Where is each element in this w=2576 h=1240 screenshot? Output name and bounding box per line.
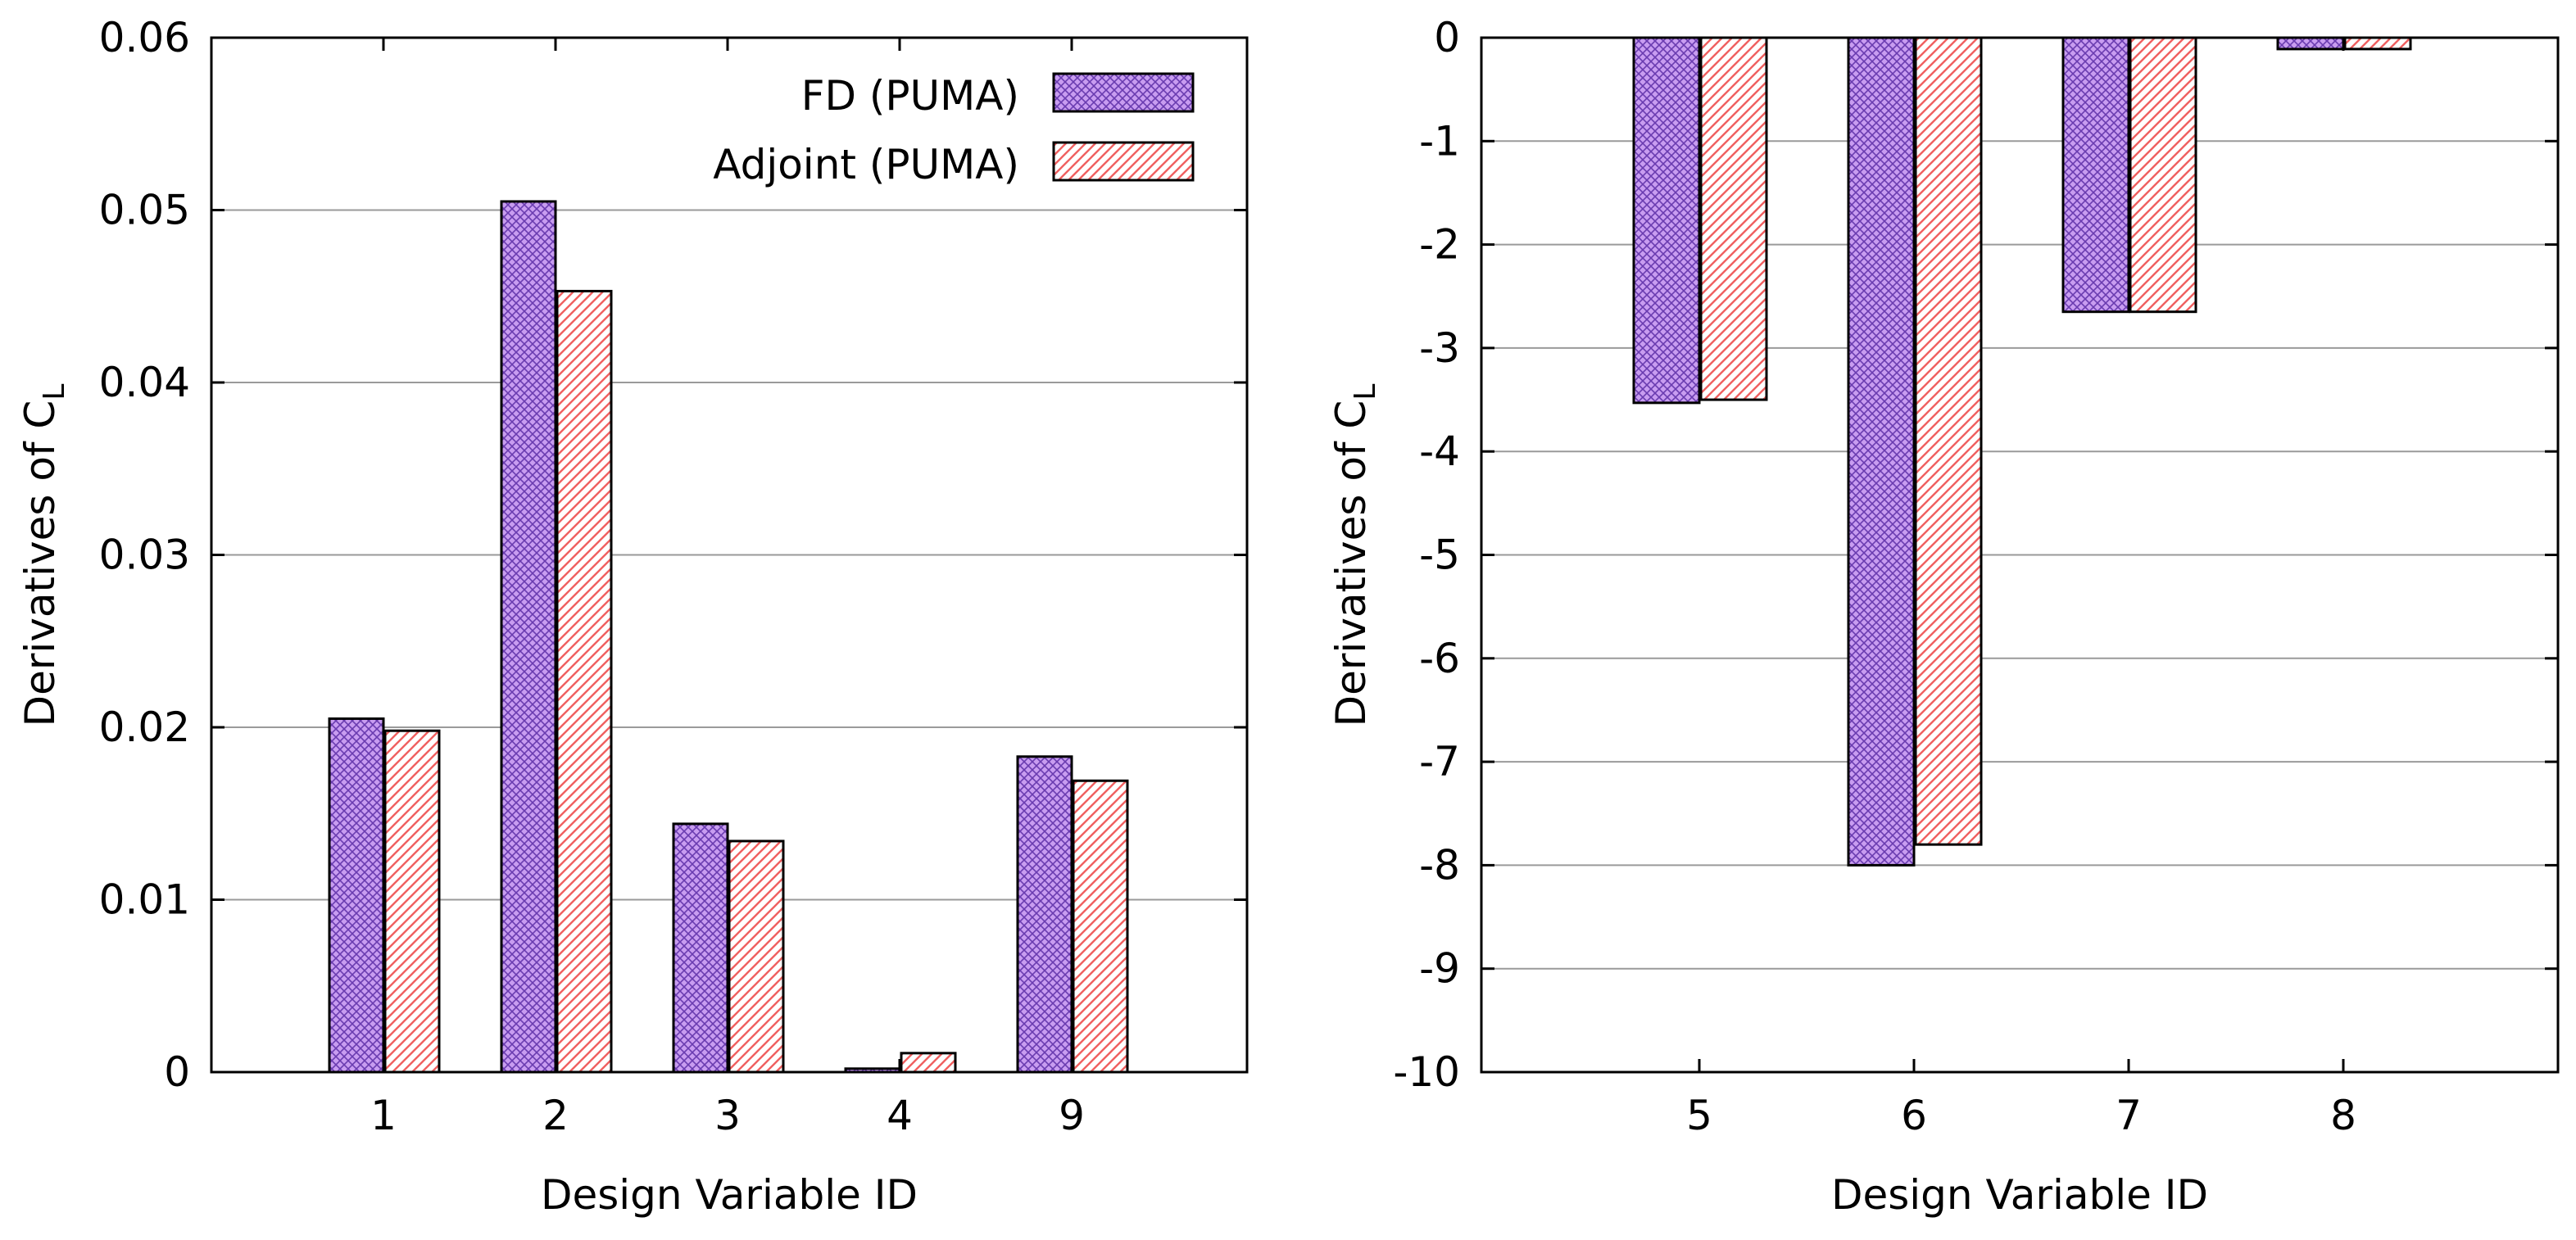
legend: FD (PUMA) Adjoint (PUMA) (713, 72, 1195, 188)
x-tick-label: 1 (370, 1092, 397, 1139)
bar-fd (672, 822, 729, 1074)
x-axis-title-left: Design Variable ID (541, 1171, 918, 1219)
y-axis-title-left: Derivatives of CL (16, 384, 71, 727)
y-tick-label: -2 (1419, 221, 1460, 269)
y-tick-label: -1 (1419, 117, 1460, 165)
y-axis-title-right: Derivatives of CL (1327, 384, 1382, 727)
y-tick-label: 0.02 (99, 704, 190, 751)
y-tick-label: 0.04 (99, 359, 190, 406)
x-tick-label: 7 (2116, 1092, 2142, 1139)
chart-right: 0 -1 -2 -3 -4 -5 -6 -7 -8 -9 -10 5 6 7 8 Design Variab… (1327, 14, 2560, 1219)
legend-label-adjoint: Adjoint (PUMA) (713, 141, 1019, 188)
y-tick-label: -4 (1419, 428, 1460, 475)
legend-swatch-fd (1052, 72, 1195, 113)
bar-fd (1847, 36, 1916, 867)
y-tick-label: -10 (1393, 1048, 1460, 1096)
bar-fd (1016, 755, 1073, 1074)
y-tick-label: 0.01 (99, 876, 190, 924)
y-tick-label: -9 (1419, 945, 1460, 993)
bar-fd (500, 200, 557, 1074)
bar-adjoint (728, 839, 785, 1074)
x-tick-label: 5 (1686, 1092, 1712, 1139)
bar-adjoint (383, 729, 441, 1074)
y-tick-label: -3 (1419, 324, 1460, 372)
bar-fd (2061, 36, 2130, 314)
y-tick-label: 0.06 (99, 14, 190, 61)
y-tick-label: -6 (1419, 635, 1460, 682)
x-tick-label: 9 (1059, 1092, 1085, 1139)
y-tick-label: 0.05 (99, 187, 190, 234)
y-tick-label: -8 (1419, 841, 1460, 889)
bar-adjoint (1072, 779, 1129, 1074)
y-tick-label: -5 (1419, 532, 1460, 579)
y-tick-label: -7 (1419, 738, 1460, 785)
bar-adjoint (1914, 36, 1983, 846)
x-tick-label: 6 (1901, 1092, 1927, 1139)
chart-left: 0 0.01 0.02 0.03 0.04 0.05 0.06 1 2 3 4 9 Design Va… (16, 14, 1249, 1219)
bar-fd (328, 717, 385, 1074)
x-tick-label: 2 (542, 1092, 569, 1139)
y-tick-label: 0 (1434, 14, 1460, 61)
x-axis-title-right: Design Variable ID (1831, 1171, 2208, 1219)
bar-adjoint (2343, 36, 2412, 51)
y-tick-label: 0.03 (99, 532, 190, 579)
bar-fd (2276, 36, 2345, 51)
legend-label-fd: FD (PUMA) (801, 72, 1019, 120)
x-tick-label: 3 (714, 1092, 741, 1139)
y-tick-label: 0 (164, 1048, 190, 1096)
x-tick-label: 4 (887, 1092, 913, 1139)
bar-adjoint (1699, 36, 1768, 401)
bar-adjoint (556, 289, 613, 1074)
x-tick-label: 8 (2330, 1092, 2356, 1139)
bar-adjoint (2129, 36, 2197, 314)
bar-fd (1632, 36, 1701, 405)
legend-swatch-adjoint (1052, 141, 1195, 182)
bar-adjoint (900, 1052, 957, 1074)
